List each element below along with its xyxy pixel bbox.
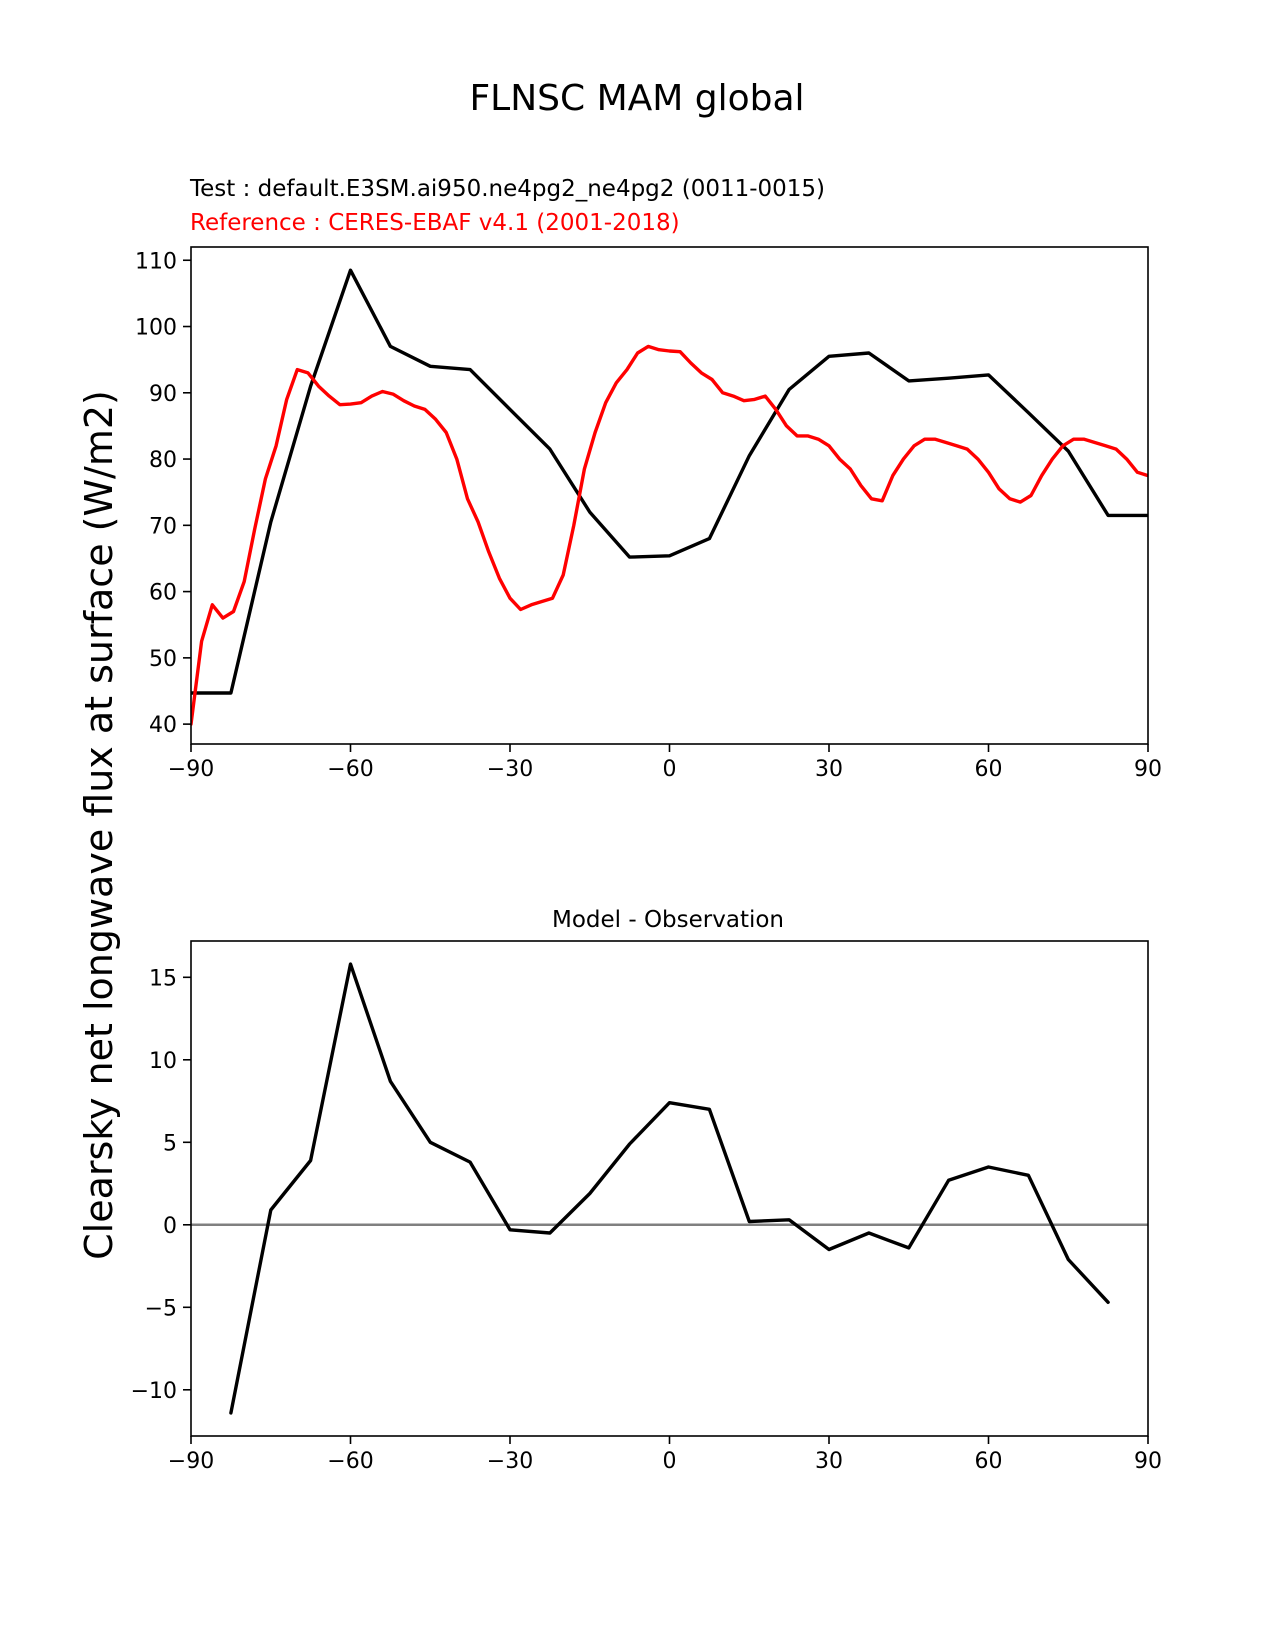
x-tick-label: 90 (1134, 1449, 1162, 1474)
y-tick-label: 0 (163, 1214, 177, 1239)
figure-ylabel: Clearsky net longwave flux at surface (W… (77, 390, 121, 1260)
y-tick-label: −5 (145, 1296, 177, 1321)
reference-title: Reference : CERES-EBAF v4.1 (2001-2018) (190, 210, 680, 236)
y-tick-label: 60 (149, 581, 177, 606)
series-line-test (191, 268, 1148, 695)
y-tick-label: 50 (149, 647, 177, 672)
difference-title: Model - Observation (552, 907, 784, 933)
test-title: Test : default.E3SM.ai950.ne4pg2_ne4pg2 … (189, 176, 825, 202)
x-tick-label: 30 (815, 757, 843, 782)
bottom-chart: Model - Observation −90 −60 −30 0 30 60 90−10−… (131, 907, 1162, 1474)
x-tick-label: 0 (663, 757, 677, 782)
y-tick-label: 10 (149, 1049, 177, 1074)
top-plot-area: −90 −60 −30 0 30 60 90 40 50 60 70 80 90 100 110 (135, 246, 1162, 782)
y-tick-label: 70 (149, 514, 177, 539)
y-tick-label: 110 (135, 249, 177, 274)
x-tick-label: −90 (168, 1449, 214, 1474)
bottom-plot-area: −90 −60 −30 0 30 60 90 −10 −5 0 5 10 15 (131, 940, 1162, 1474)
y-tick-label: 5 (163, 1131, 177, 1156)
x-tick-label: −90 (168, 757, 214, 782)
x-tick-label: 30 (815, 1449, 843, 1474)
x-tick-label: 60 (975, 1449, 1003, 1474)
x-tick-label: 0 (663, 1449, 677, 1474)
x-tick-label: −60 (327, 1449, 373, 1474)
y-tick-label: 80 (149, 448, 177, 473)
top-chart: Test : default.E3SM.ai950.ne4pg2_ne4pg2 … (135, 176, 1162, 782)
y-tick-label: 100 (135, 316, 177, 341)
x-tick-label: −60 (327, 757, 373, 782)
y-tick-label: −10 (131, 1379, 177, 1404)
series-line-reference (191, 344, 1148, 726)
figure-title: FLNSC MAM global (469, 78, 804, 119)
x-tick-label: −30 (487, 757, 533, 782)
x-tick-label: −30 (487, 1449, 533, 1474)
y-tick-label: 90 (149, 382, 177, 407)
x-tick-label: 90 (1134, 757, 1162, 782)
y-tick-label: 40 (149, 713, 177, 738)
series-line-model-observation (229, 962, 1110, 1415)
y-tick-label: 15 (149, 966, 177, 991)
x-tick-label: 60 (975, 757, 1003, 782)
